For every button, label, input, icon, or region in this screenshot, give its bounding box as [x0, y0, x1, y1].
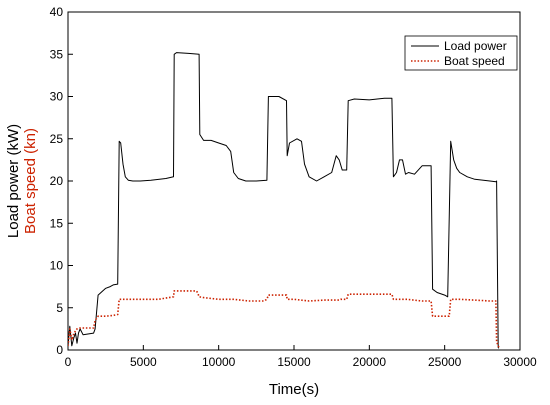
series-line-boat-speed — [68, 290, 500, 348]
y-axis-ticks: 0 5 10 15 20 25 30 35 40 — [50, 5, 73, 357]
y-tick-label: 10 — [50, 259, 64, 273]
series-layer — [68, 52, 500, 349]
y-axis-label: Load power (kW) — [5, 124, 22, 238]
y-tick-label: 0 — [56, 343, 63, 357]
y-tick-label: 15 — [50, 216, 64, 230]
x-tick-label: 5000 — [130, 355, 157, 369]
legend-label-load-power: Load power — [444, 39, 507, 53]
y-axis-label-power: Load power (kW) — [5, 124, 22, 238]
x-tick-label: 10000 — [202, 355, 236, 369]
y-tick-label: 5 — [56, 301, 63, 315]
y-axis-label-speed: Boat speed (kn) — [22, 128, 39, 234]
x-axis-ticks: 0 5000 10000 15000 20000 25000 30000 — [65, 345, 537, 369]
x-tick-label: 25000 — [428, 355, 462, 369]
x-axis-label: Time(s) — [269, 381, 319, 398]
x-tick-label: 0 — [65, 355, 72, 369]
y-tick-label: 20 — [50, 174, 64, 188]
legend: Load power Boat speed — [404, 35, 518, 71]
x-tick-label: 30000 — [503, 355, 537, 369]
legend-label-boat-speed: Boat speed — [444, 54, 505, 68]
y-tick-label: 25 — [50, 132, 64, 146]
y-tick-label: 35 — [50, 47, 64, 61]
series-line-load-power — [68, 52, 500, 349]
x-tick-label: 15000 — [277, 355, 311, 369]
x-tick-label: 20000 — [353, 355, 387, 369]
y-tick-label: 30 — [50, 90, 64, 104]
legend-box — [404, 35, 518, 71]
y-tick-label: 40 — [50, 5, 64, 19]
